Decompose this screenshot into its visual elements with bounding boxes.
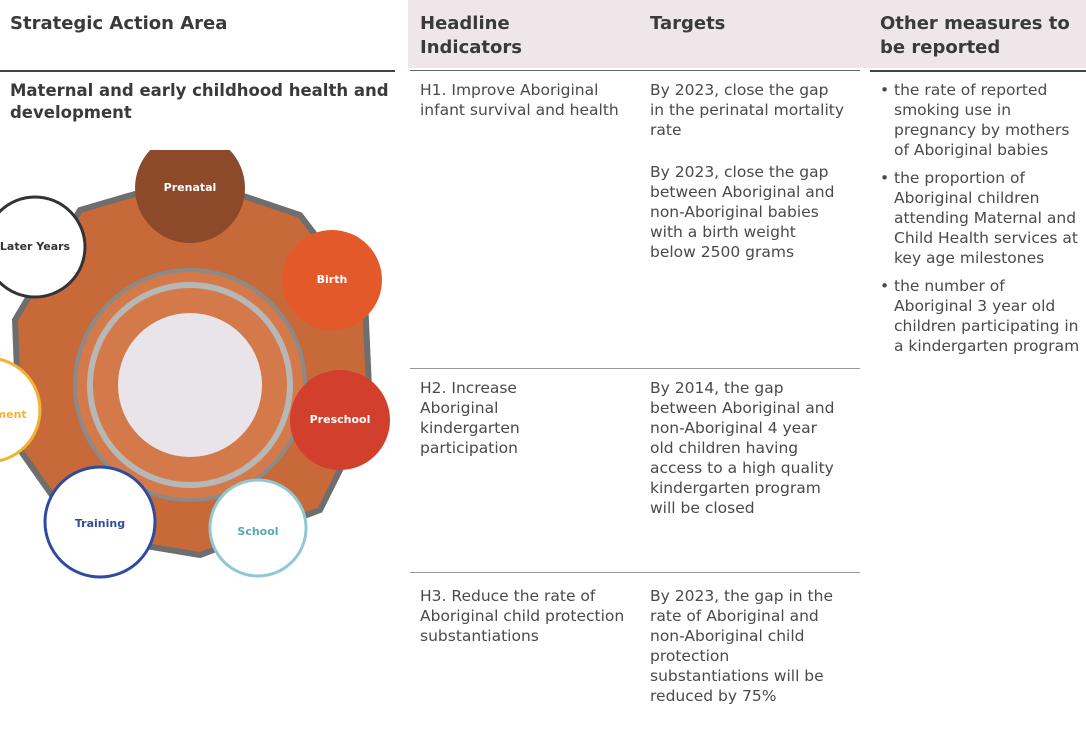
area-title: Maternal and early childhood health and … bbox=[10, 81, 389, 122]
stage-label: School bbox=[237, 525, 278, 538]
measure: the rate of reported smoking use in preg… bbox=[880, 80, 1080, 160]
header-rule bbox=[410, 70, 860, 71]
column-header: Other measures to be reported bbox=[880, 13, 1070, 58]
inner-ring bbox=[87, 282, 293, 488]
stage-circle bbox=[290, 370, 390, 470]
stage-label: Later Years bbox=[0, 240, 71, 253]
header-rule bbox=[870, 70, 1086, 72]
header-rule bbox=[0, 70, 395, 72]
stage-circle bbox=[208, 478, 308, 578]
column-header: Headline Indicators bbox=[420, 13, 522, 58]
centre bbox=[118, 313, 262, 457]
column-header: Targets bbox=[650, 13, 726, 34]
stage-label: Prenatal bbox=[164, 181, 217, 194]
row-rule bbox=[410, 368, 860, 369]
stage-label: Preschool bbox=[310, 413, 371, 426]
stage-circle bbox=[0, 357, 42, 463]
stage-circle bbox=[282, 230, 382, 330]
lifecycle-diagram: Prenatal Birth Preschool School Training… bbox=[0, 150, 390, 579]
target: By 2023, the gap in the rate of Aborigin… bbox=[650, 587, 833, 705]
measure: the number of Aboriginal 3 year old chil… bbox=[880, 276, 1080, 356]
target: By 2014, the gap between Aboriginal and … bbox=[650, 379, 835, 517]
measure: the proportion of Aboriginal children at… bbox=[880, 168, 1080, 268]
stage-circle bbox=[135, 150, 245, 243]
row-rule bbox=[410, 572, 860, 573]
stage-circle bbox=[0, 195, 87, 299]
stage-circle bbox=[43, 465, 157, 579]
stage-label: Employment bbox=[0, 408, 27, 421]
stage-label: Birth bbox=[317, 273, 348, 286]
indicator: H1. Improve Aboriginal infant survival a… bbox=[420, 81, 619, 119]
header-band bbox=[408, 0, 1086, 68]
target: By 2023, close the gap between Aborigina… bbox=[650, 163, 835, 261]
stage-label: Training bbox=[75, 517, 125, 530]
measure-list: the rate of reported smoking use in preg… bbox=[880, 80, 1080, 364]
target: By 2023, close the gap in the perinatal … bbox=[650, 81, 844, 139]
column-header: Strategic Action Area bbox=[10, 13, 228, 34]
indicator: H3. Reduce the rate of Aboriginal child … bbox=[420, 587, 625, 645]
indicator: H2. Increase Aboriginal kindergarten par… bbox=[420, 379, 520, 457]
